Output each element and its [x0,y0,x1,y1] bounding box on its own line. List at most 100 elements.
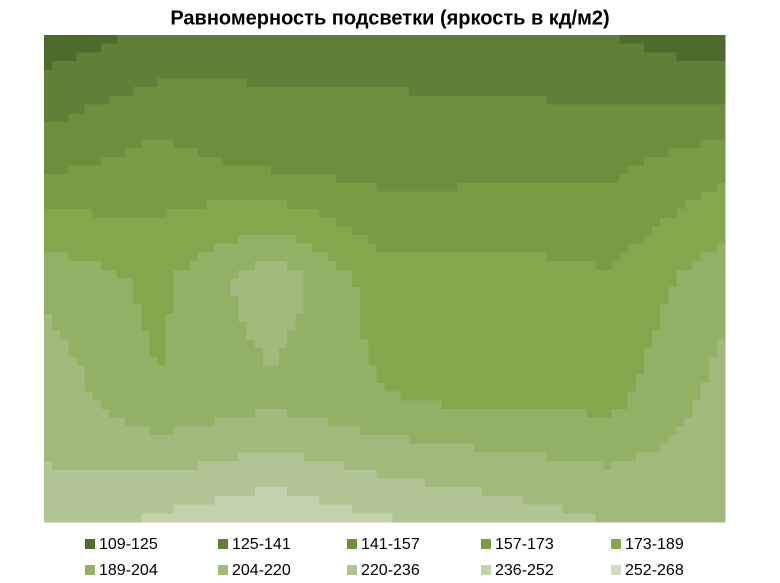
contour-cell [84,304,94,314]
contour-cell [408,487,418,497]
contour-cell [343,208,353,219]
contour-cell [44,217,53,227]
contour-cell [408,504,418,514]
contour-cell [368,217,377,227]
contour-cell [262,391,272,401]
contour-cell [157,461,167,471]
contour-cell [392,469,402,480]
contour-cell [465,191,475,201]
contour-cell [52,69,61,80]
contour-cell [449,252,459,262]
contour-cell [60,469,69,480]
contour-cell [652,365,661,375]
contour-cell [343,121,353,132]
legend-swatch [85,565,95,575]
contour-cell [522,217,532,227]
contour-cell [352,226,361,236]
contour-cell [425,217,434,227]
contour-cell [530,504,540,514]
contour-cell [554,304,564,314]
contour-cell [173,391,183,401]
contour-cell [149,330,159,340]
contour-cell [311,130,321,140]
contour-cell [441,104,450,114]
contour-cell [157,243,167,254]
contour-cell [295,61,305,71]
contour-cell [425,348,434,358]
contour-cell [514,69,523,80]
contour-cell [392,269,402,280]
contour-cell [595,452,604,462]
contour-cell [238,287,248,297]
contour-cell [554,139,564,149]
contour-cell [392,435,402,445]
contour-cell [343,95,353,106]
contour-cell [570,356,580,367]
contour-cell [165,208,175,219]
contour-cell [530,321,540,332]
contour-cell [425,426,434,436]
contour-cell [279,478,288,488]
contour-cell [133,156,142,167]
contour-cell [295,504,305,514]
contour-cell [579,200,588,210]
contour-cell [198,113,207,123]
contour-cell [108,304,118,314]
contour-cell [60,35,69,45]
contour-cell [116,69,126,80]
contour-cell [271,417,280,427]
contour-cell [514,495,523,506]
contour-cell [100,130,110,140]
contour-cell [457,261,467,271]
contour-cell [700,95,710,106]
contour-cell [141,295,150,306]
contour-cell [595,69,604,80]
contour-cell [165,374,175,384]
contour-cell [603,35,613,45]
contour-cell [84,200,94,210]
contour-cell [498,217,507,227]
contour-cell [408,52,418,62]
contour-cell [149,382,159,393]
contour-cell [481,121,491,132]
contour-cell [692,278,702,288]
contour-cell [652,43,661,53]
contour-cell [335,200,345,210]
contour-cell [506,452,515,462]
contour-cell [173,61,183,71]
contour-cell [457,321,467,332]
contour-cell [238,400,248,410]
contour-cell [141,469,150,480]
contour-cell [514,400,523,410]
contour-cell [676,504,686,514]
contour-cell [498,113,507,123]
contour-cell [700,287,710,297]
contour-cell [465,139,475,149]
contour-cell [327,52,337,62]
contour-cell [295,365,305,375]
contour-cell [684,156,694,167]
contour-cell [173,295,183,306]
contour-cell [44,374,53,384]
contour-cell [254,365,264,375]
contour-cell [181,495,191,506]
contour-cell [262,330,272,340]
contour-cell [700,191,710,201]
contour-cell [465,52,475,62]
contour-cell [643,365,653,375]
contour-cell [198,330,207,340]
contour-cell [222,478,232,488]
contour-cell [360,374,369,384]
contour-cell [433,313,442,323]
contour-cell [595,95,604,106]
contour-cell [457,443,467,454]
contour-cell [108,365,118,375]
contour-cell [368,69,377,80]
contour-cell [360,443,369,454]
contour-cell [433,208,442,219]
contour-cell [238,339,248,349]
contour-cell [514,478,523,488]
contour-cell [60,61,69,71]
contour-cell [116,104,126,114]
contour-cell [465,156,475,167]
